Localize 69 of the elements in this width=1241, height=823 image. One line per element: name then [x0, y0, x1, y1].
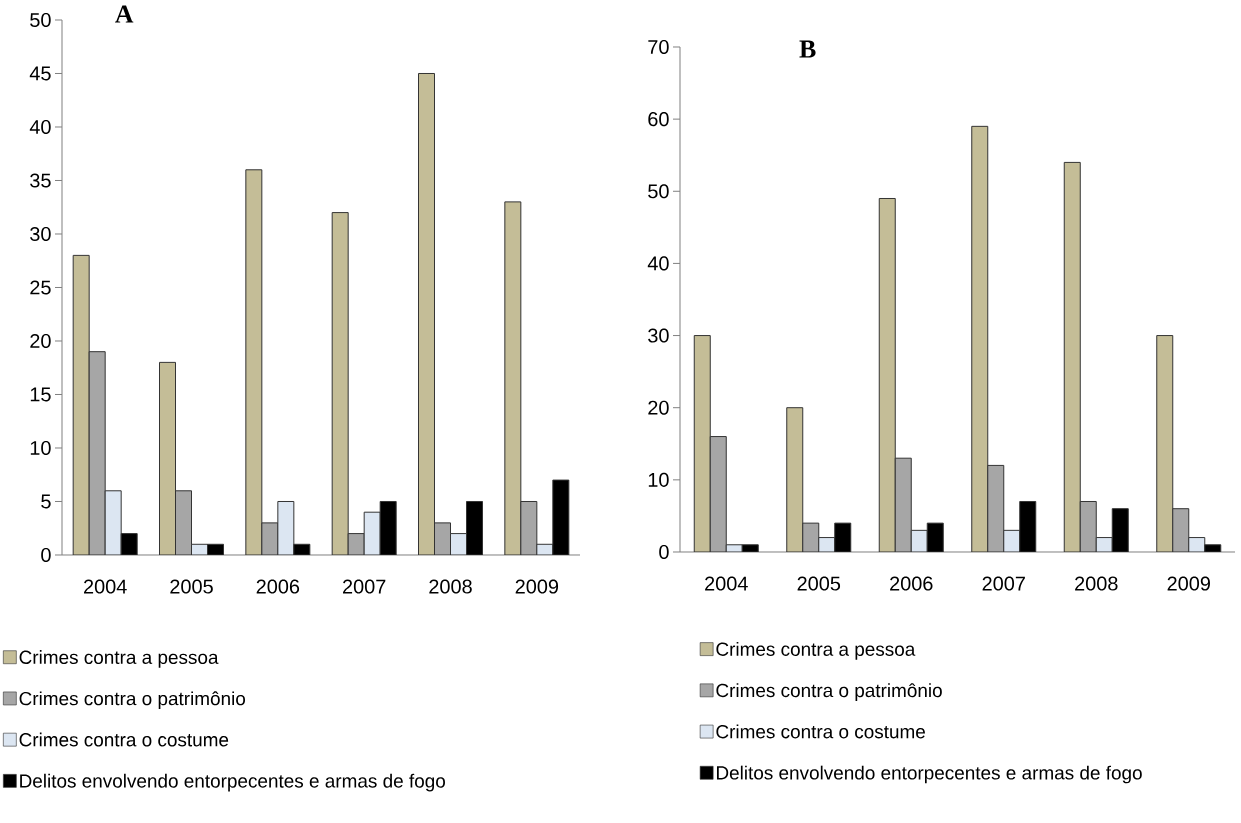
y-tick-label: 5: [41, 494, 51, 509]
x-tick-label: 2004: [84, 579, 127, 594]
bar: [466, 500, 484, 555]
y-tick-label: 25: [30, 280, 51, 295]
bar: [1019, 500, 1037, 552]
bar: [504, 201, 522, 555]
x-tick-label: 2009: [1167, 576, 1210, 591]
y-tick-label: 20: [30, 333, 51, 349]
legend-label: Crimes contra o costume: [716, 724, 925, 739]
y-tick-label: 50: [648, 184, 669, 199]
bar: [786, 407, 804, 552]
y-tick-label: 60: [648, 112, 669, 127]
legend-label: Crimes contra a pessoa: [716, 642, 916, 660]
bar: [1063, 161, 1081, 552]
bar: [1079, 500, 1097, 552]
y-tick-label: 45: [29, 66, 51, 81]
bar: [331, 212, 349, 555]
y-tick-label: 30: [648, 328, 669, 343]
y-tick-label: 40: [647, 256, 669, 271]
legend-label: Crimes contra o costume: [19, 732, 229, 747]
x-tick-label: 2005: [170, 579, 213, 594]
bar: [363, 511, 381, 555]
bar: [379, 500, 397, 555]
bar: [987, 464, 1005, 552]
y-tick-label: 0: [659, 544, 669, 560]
legend-label: Delitos envolvendo entorpecentes e armas de fogo: [20, 773, 445, 792]
bar: [104, 490, 122, 555]
y-tick-label: 35: [30, 173, 51, 188]
y-tick-label: 30: [30, 226, 51, 242]
y-tick-label: 10: [648, 472, 669, 487]
bar: [418, 72, 436, 555]
bar: [245, 169, 263, 555]
legend-label: Delitos envolvendo entorpecentes e armas de fogo: [716, 765, 1142, 784]
x-tick-label: 2008: [429, 579, 472, 594]
bar: [693, 335, 711, 552]
x-tick-label: 2007: [343, 579, 386, 594]
chart-title: B: [799, 40, 816, 58]
bar: [709, 436, 727, 552]
bar: [72, 254, 90, 555]
bar: [894, 457, 912, 552]
y-tick-label: 10: [30, 440, 51, 456]
bar: [520, 500, 538, 555]
x-tick-label: 2004: [705, 576, 748, 591]
bar: [1172, 508, 1190, 552]
bar: [1156, 335, 1174, 552]
bar: [878, 197, 896, 552]
chart-title: A: [115, 5, 134, 23]
bar: [971, 125, 989, 552]
y-tick-label: 70: [648, 39, 669, 55]
x-tick-label: 2006: [890, 576, 933, 591]
x-tick-label: 2009: [515, 579, 559, 594]
y-tick-label: 20: [648, 400, 669, 415]
bar: [1111, 508, 1129, 552]
x-tick-label: 2008: [1075, 576, 1118, 591]
x-tick-label: 2007: [982, 576, 1025, 591]
x-tick-label: 2005: [797, 576, 841, 591]
legend-label: Crimes contra o patrimônio: [19, 691, 246, 710]
bar: [277, 500, 295, 555]
y-tick-label: 0: [41, 547, 51, 563]
legend-label: Crimes contra o patrimônio: [716, 683, 942, 701]
bar: [175, 490, 193, 555]
y-tick-label: 40: [29, 119, 51, 135]
y-tick-label: 15: [30, 387, 51, 402]
legend-label: Crimes contra a pessoa: [19, 650, 219, 668]
x-tick-label: 2006: [256, 579, 300, 594]
bar: [159, 361, 177, 555]
bar: [88, 351, 106, 555]
bar: [552, 479, 570, 555]
y-tick-label: 50: [30, 12, 51, 28]
